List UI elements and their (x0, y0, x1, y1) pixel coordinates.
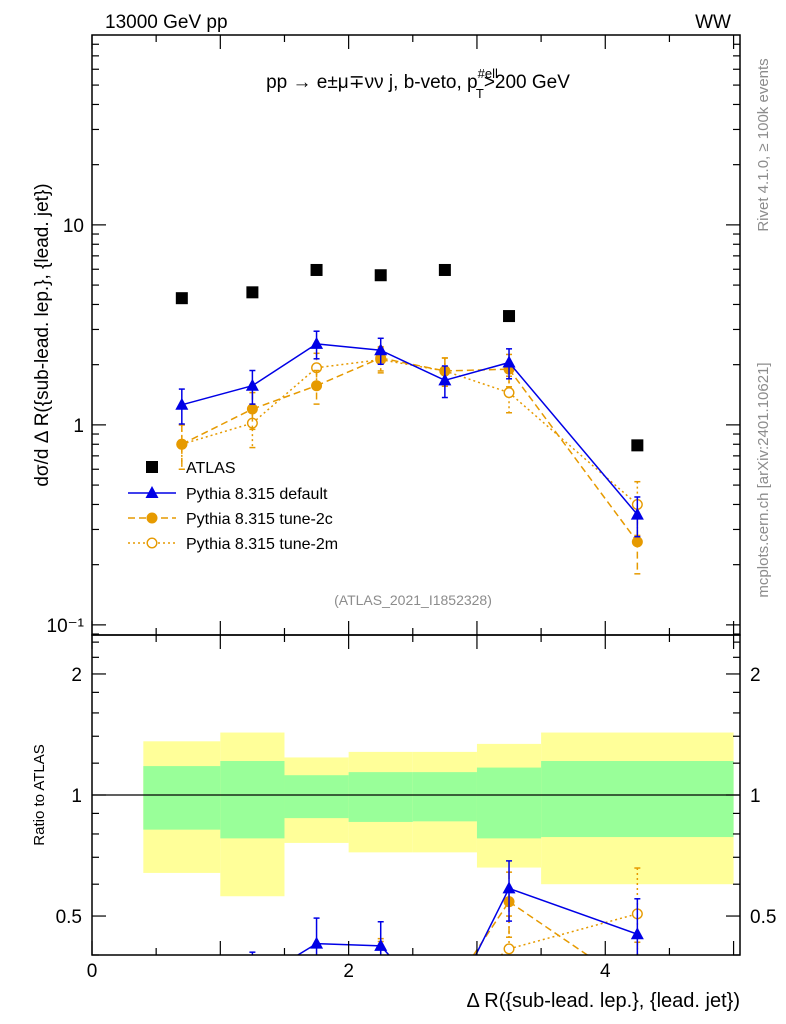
process-label: pp → e±μ∓νν j, b-veto, p#ell T>200 GeV (266, 66, 570, 101)
ratio-y-tick-label-right: 0.5 (750, 907, 776, 928)
pythia-8-315-tune-2m-line (316, 358, 381, 369)
pythia-8-315-default-point (245, 378, 259, 391)
legend-pythia-8-315-default-label: Pythia 8.315 default (186, 486, 328, 503)
pythia-8-315-default-point (630, 507, 644, 520)
pythia-8-315-default-line (508, 362, 638, 516)
pythia-8-315-default-line (444, 361, 510, 382)
pythia-8-315-tune-2m-line (508, 913, 638, 950)
legend-pythia-8-315-tune-2c-marker (146, 512, 158, 524)
pythia-8-315-tune-2c-line (252, 384, 317, 410)
pythia-8-315-tune-2m-line (251, 367, 318, 424)
pythia-8-315-default-point (438, 373, 452, 386)
analysis-id: (ATLAS_2021_I1852328) (334, 592, 492, 608)
y-tick-label: 1 (73, 416, 84, 437)
energy-label: 13000 GeV pp (105, 12, 228, 33)
pythia-8-315-default-ratio-point (502, 881, 516, 894)
pythia-8-315-default-point (175, 397, 189, 410)
pythia-8-315-tune-2c-point (631, 536, 643, 548)
ratio-panel-marks (249, 860, 644, 955)
mcplots-label: mcplots.cern.ch [arXiv:2401.10621] (755, 362, 772, 597)
atlas-point (175, 292, 188, 305)
pythia-8-315-default-ratio-point (630, 927, 644, 940)
y-axis-label: dσ/d Δ R({sub-lead. lep.}, {lead. jet}) (32, 183, 53, 486)
pythia-8-315-tune-2m-line (380, 358, 446, 372)
pythia-8-315-default-point (502, 355, 516, 368)
pythia-8-315-default-point (374, 343, 388, 356)
pythia-8-315-default-line (181, 384, 253, 406)
ratio-band-inner (412, 772, 477, 822)
pythia-8-315-tune-2m-point (503, 387, 515, 399)
x-tick-label: 4 (600, 961, 611, 982)
atlas-point (631, 439, 644, 452)
ratio-band-inner (220, 760, 285, 839)
legend-pythia-8-315-tune-2m-label: Pythia 8.315 tune-2m (186, 536, 338, 553)
pythia-8-315-tune-2c-point (246, 403, 258, 415)
pythia-8-315-tune-2m-line (181, 422, 253, 445)
x-tick-label: 2 (343, 961, 354, 982)
y-tick-label: 10 (63, 216, 84, 237)
pythia-8-315-tune-2m-line (444, 370, 510, 394)
atlas-point (246, 286, 259, 299)
pythia-8-315-tune-2m-line (508, 392, 638, 506)
ratio-band-inner (476, 767, 542, 839)
main-panel-marks (175, 263, 644, 575)
x-tick-label: 0 (87, 961, 98, 982)
pythia-8-315-tune-2c-line (316, 357, 382, 387)
ratio-band-inner (143, 766, 221, 830)
legend-atlas-marker (146, 461, 158, 473)
atlas-point (310, 263, 323, 276)
legend: ATLAS Pythia 8.315 default Pythia 8.315 tu… (128, 460, 338, 553)
ratio-y-tick-label-right: 2 (750, 665, 761, 686)
pythia-8-315-tune-2m-ratio-point (503, 943, 515, 955)
pythia-8-315-tune-2c-point (176, 438, 188, 450)
pythia-8-315-default-line (508, 887, 638, 935)
ratio-y-tick-label: 0.5 (56, 907, 82, 928)
ratio-axis-label: Ratio to ATLAS (31, 744, 48, 845)
ratio-y-tick-label: 2 (71, 665, 82, 686)
legend-pythia-8-315-default-marker (145, 486, 159, 498)
pythia-8-315-default-ratio-point (374, 938, 388, 951)
pythia-8-315-tune-2c-line (181, 408, 253, 445)
pythia-8-315-default-line (251, 343, 317, 387)
atlas-point (503, 310, 516, 323)
pythia-8-315-default-line (316, 343, 381, 352)
pythia-8-315-tune-2c-line (472, 901, 510, 955)
atlas-point (438, 263, 451, 276)
pythia-8-315-tune-2c-line (380, 357, 446, 372)
ratio-uncertainty-bands (92, 732, 740, 897)
legend-pythia-8-315-tune-2m-marker (146, 537, 158, 549)
ratio-band-inner (284, 775, 349, 819)
ratio-band-inner (348, 772, 413, 822)
pythia-8-315-default-point (310, 336, 324, 349)
pythia-8-315-default-line (380, 349, 446, 382)
legend-pythia-8-315-tune-2c-label: Pythia 8.315 tune-2c (186, 511, 333, 528)
pythia-8-315-default-ratio-point (310, 936, 324, 949)
pythia-8-315-tune-2c-line (508, 901, 588, 955)
ratio-band-inner (541, 760, 734, 838)
ratio-y-tick-label-right: 1 (750, 786, 761, 807)
pythia-8-315-tune-2c-line (508, 368, 638, 543)
pythia-8-315-default-line (475, 888, 510, 955)
rivet-label: Rivet 4.1.0, ≥ 100k events (755, 58, 772, 231)
legend-atlas-label: ATLAS (186, 460, 236, 477)
axes: 10⁻¹ 1 10 0.5 0.5 1 1 2 2 0 2 4 (47, 34, 776, 982)
atlas-point (374, 269, 387, 282)
ratio-y-tick-label: 1 (71, 786, 82, 807)
process-tag: WW (695, 12, 731, 33)
pythia-8-315-tune-2c-point (311, 380, 323, 392)
y-tick-label: 10⁻¹ (47, 616, 85, 637)
x-axis-label: Δ R({sub-lead. lep.}, {lead. jet}) (466, 990, 740, 1012)
